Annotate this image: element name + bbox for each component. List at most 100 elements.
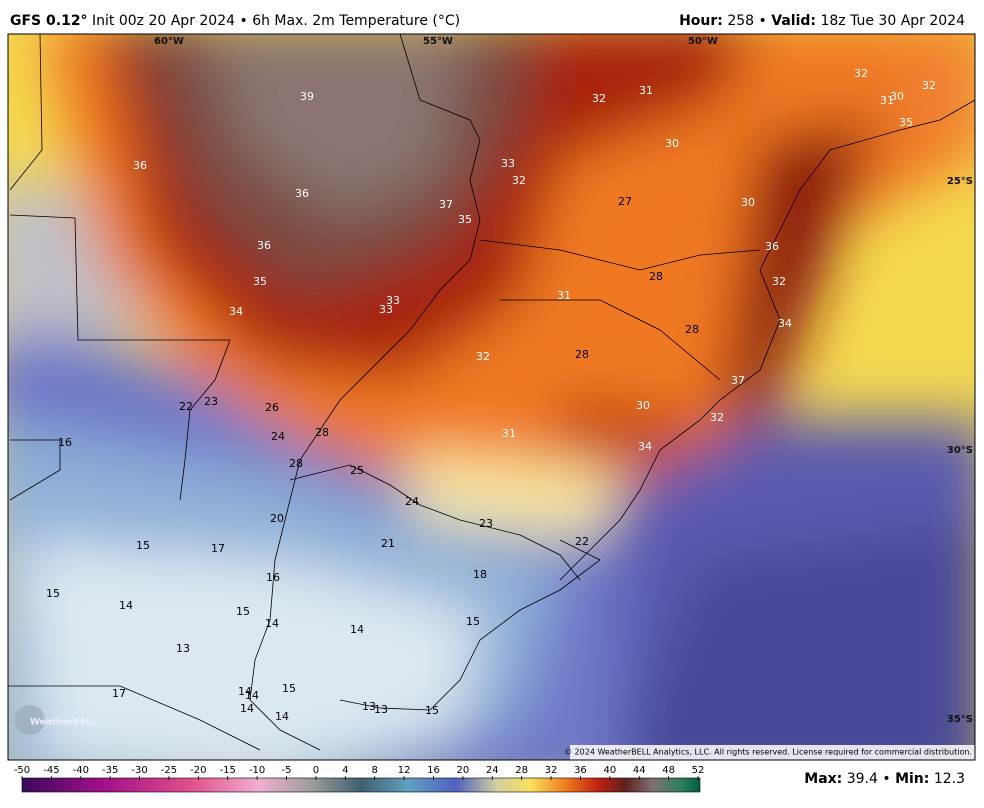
separator: • xyxy=(882,771,890,787)
colorbar-tick-label: -35 xyxy=(102,765,118,776)
temperature-label: 36 xyxy=(257,239,271,252)
colorbar-tick-label: -40 xyxy=(73,765,89,776)
temperature-label: 27 xyxy=(618,195,632,208)
colorbar-tick-label: -45 xyxy=(43,765,59,776)
temperature-label: 22 xyxy=(179,400,193,413)
temperature-label: 14 xyxy=(119,599,133,612)
temperature-label: 15 xyxy=(466,615,480,628)
temperature-label: 15 xyxy=(425,704,439,717)
temperature-label: 30 xyxy=(890,90,904,103)
temperature-label: 31 xyxy=(880,94,894,107)
temperature-label: 31 xyxy=(502,427,516,440)
temperature-label: 28 xyxy=(685,323,699,336)
copyright-box xyxy=(570,745,975,760)
temperature-label: 28 xyxy=(649,270,663,283)
colorbar xyxy=(21,777,701,793)
temperature-label: 16 xyxy=(266,571,280,584)
borders xyxy=(8,34,975,751)
temperature-label: 30 xyxy=(741,196,755,209)
temperature-label: 32 xyxy=(922,79,936,92)
temperature-label: 14 xyxy=(238,685,252,698)
temperature-label: 20 xyxy=(270,512,284,525)
longitude-label: 55°W xyxy=(423,36,453,47)
colorbar-tick-label: -15 xyxy=(220,765,236,776)
temperature-label: 14 xyxy=(350,623,364,636)
colorbar-ticks: -50 -45 -40 -35 -30 -25 -20 -15 -10 -5 0 4 8 12 16 20 24… xyxy=(14,765,705,780)
temperature-label: 34 xyxy=(778,317,792,330)
temperature-label: 31 xyxy=(557,289,571,302)
graticule: 60°W 55°W 50°W 25°S 30°S 35°S xyxy=(154,36,973,725)
temperature-label: 17 xyxy=(211,542,225,555)
temperature-label: 32 xyxy=(476,350,490,363)
logo-text: WeatherBELL xyxy=(30,718,98,728)
temperature-label: 18 xyxy=(473,568,487,581)
colorbar-tick-label: 4 xyxy=(342,765,348,776)
latitude-label: 35°S xyxy=(947,714,973,725)
temperature-label: 26 xyxy=(265,401,279,414)
temperature-label: 33 xyxy=(379,303,393,316)
temperature-label: 36 xyxy=(765,240,779,253)
colorbar-tick-label: -50 xyxy=(14,765,30,776)
temperature-label: 17 xyxy=(112,687,126,700)
colorbar-tick-label: -10 xyxy=(249,765,265,776)
colorbar-tick-label: 48 xyxy=(662,765,675,776)
temperature-label: 36 xyxy=(295,187,309,200)
temperature-label: 32 xyxy=(772,275,786,288)
max-label: Max: xyxy=(804,771,842,787)
colorbar-tick-label: 52 xyxy=(692,765,705,776)
valid-label: Valid: xyxy=(771,13,816,29)
colorbar-tick-label: 8 xyxy=(372,765,378,776)
temperature-label: 35 xyxy=(253,275,267,288)
temperature-label: 35 xyxy=(458,213,472,226)
temperature-label: 33 xyxy=(501,157,515,170)
longitude-label: 50°W xyxy=(688,36,718,47)
temperature-label: 37 xyxy=(731,374,745,387)
temperature-label: 14 xyxy=(245,689,259,702)
colorbar-tick-label: 20 xyxy=(457,765,470,776)
temperature-label: 32 xyxy=(512,174,526,187)
temperature-label: 37 xyxy=(439,198,453,211)
hour: 258 xyxy=(727,13,754,29)
temperature-label: 31 xyxy=(639,84,653,97)
temperature-label: 28 xyxy=(289,457,303,470)
temperature-label: 15 xyxy=(236,605,250,618)
footer: Max: 39.4 • Min: 12.3 xyxy=(804,771,965,787)
temperature-label: 16 xyxy=(58,436,72,449)
header-right: Hour: 258 • Valid: 18z Tue 30 Apr 2024 xyxy=(679,13,965,29)
max: 39.4 xyxy=(847,771,878,787)
temperature-label: 15 xyxy=(136,539,150,552)
temperature-label: 39 xyxy=(300,90,314,103)
colorbar-tick-label: 40 xyxy=(603,765,616,776)
temperature-label: 32 xyxy=(854,67,868,80)
colorbar-tick-label: -30 xyxy=(131,765,147,776)
temperature-label: 15 xyxy=(46,587,60,600)
temperature-label: 13 xyxy=(362,700,376,713)
colorbar-tick-label: 44 xyxy=(633,765,646,776)
header: GFS 0.12° Init 00z 20 Apr 2024 • 6h Max.… xyxy=(10,13,965,29)
temperature-label: 22 xyxy=(575,535,589,548)
colorbar-tick-label: 28 xyxy=(515,765,528,776)
copyright: © 2024 WeatherBELL Analytics, LLC. All r… xyxy=(564,748,972,757)
temperature-label: 14 xyxy=(265,617,279,630)
temperature-label: 30 xyxy=(665,137,679,150)
colorbar-tick-label: -25 xyxy=(161,765,177,776)
temperature-label: 34 xyxy=(638,440,652,453)
product: 6h Max. 2m Temperature (°C) xyxy=(252,13,460,29)
min-label: Min: xyxy=(895,771,929,787)
temperature-label: 24 xyxy=(405,495,419,508)
colorbar-tick-label: -20 xyxy=(190,765,206,776)
temperature-label: 32 xyxy=(592,92,606,105)
colorbar-tick-label: -5 xyxy=(282,765,292,776)
colorbar-tick-label: 16 xyxy=(427,765,440,776)
colorbar-tick-label: 36 xyxy=(574,765,587,776)
temperature-label: 24 xyxy=(271,430,285,443)
separator: • xyxy=(759,13,767,29)
colorbar-tick-label: 32 xyxy=(545,765,558,776)
colorbar-tick-label: 0 xyxy=(313,765,319,776)
init: Init 00z 20 Apr 2024 xyxy=(92,13,235,29)
longitude-label: 60°W xyxy=(154,36,184,47)
valid: 18z Tue 30 Apr 2024 xyxy=(820,13,965,29)
